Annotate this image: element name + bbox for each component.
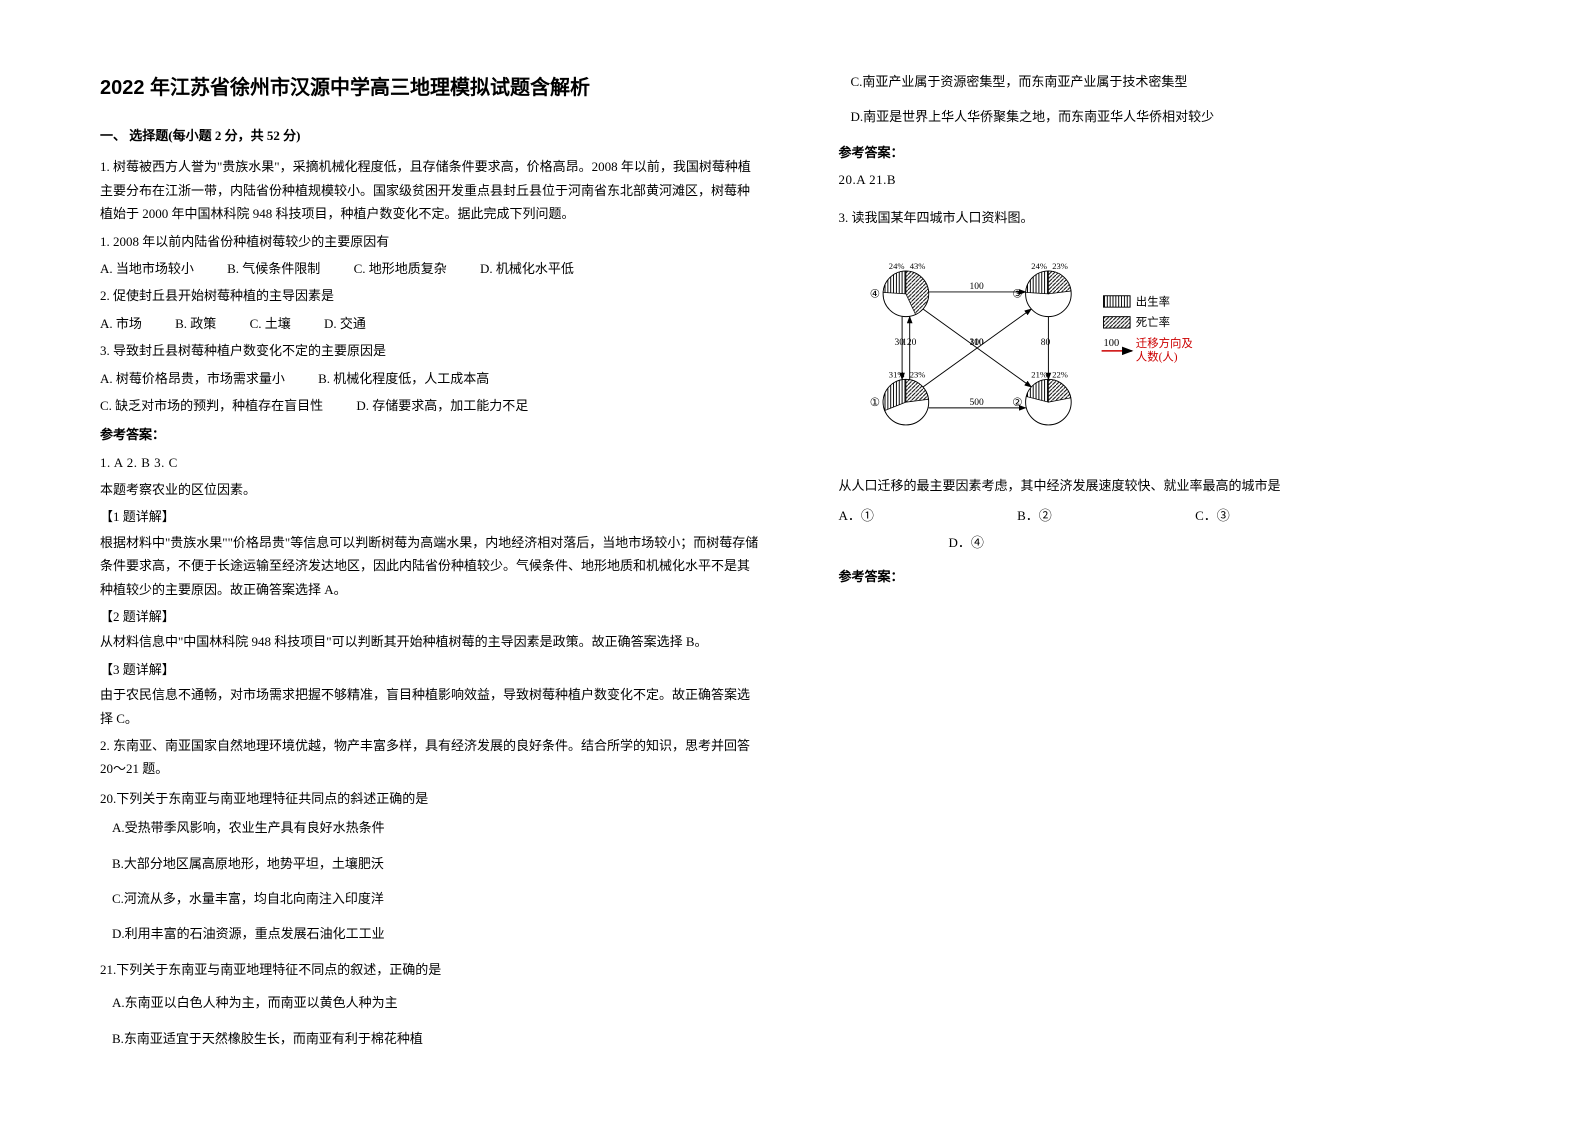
opt: D. 机械化水平低: [480, 257, 574, 280]
q1-answer-intro: 本题考察农业的区位因素。: [100, 478, 759, 501]
opt: B. 气候条件限制: [227, 257, 320, 280]
svg-text:③: ③: [1012, 289, 1022, 301]
legend-death: 死亡率: [1135, 315, 1169, 329]
svg-text:120: 120: [902, 338, 917, 348]
svg-text:80: 80: [1040, 338, 1050, 348]
q1-e1: 根据材料中"贵族水果""价格昂贵"等信息可以判断树莓为高端水果，内地经济相对落后…: [100, 531, 759, 601]
q1-e2-head: 【2 题详解】: [100, 605, 759, 628]
q2-stem: 2. 东南亚、南亚国家自然地理环境优越，物产丰富多样，具有经济发展的良好条件。结…: [100, 734, 759, 781]
svg-text:31%: 31%: [888, 369, 904, 379]
q1-sub1-opts: A. 当地市场较小 B. 气候条件限制 C. 地形地质复杂 D. 机械化水平低: [100, 257, 759, 280]
opt: C. 缺乏对市场的预判，种植存在盲目性: [100, 394, 323, 417]
opt: C．③: [1195, 504, 1230, 527]
opt: A．①: [839, 504, 874, 527]
q2-21-c: C.南亚产业属于资源密集型，而东南亚产业属于技术密集型: [851, 70, 1498, 93]
q2-20-c: C.河流从多，水量丰富，均自北向南注入印度洋: [112, 887, 759, 910]
svg-text:43%: 43%: [909, 261, 925, 271]
legend-flow-2: 人数(人): [1135, 349, 1177, 363]
svg-text:23%: 23%: [1052, 261, 1068, 271]
q2-20-b: B.大部分地区属高原地形，地势平坦，土壤肥沃: [112, 852, 759, 875]
svg-text:300: 300: [969, 338, 984, 348]
q3-stem: 3. 读我国某年四城市人口资料图。: [839, 206, 1498, 229]
q2-20-a: A.受热带季风影响，农业生产具有良好水热条件: [112, 816, 759, 839]
opt: B．②: [1017, 504, 1052, 527]
answer-label-3: 参考答案：: [839, 565, 1498, 588]
opt: A. 当地市场较小: [100, 257, 194, 280]
q1-sub3: 3. 导致封丘县树莓种植户数变化不定的主要原因是: [100, 339, 759, 362]
q2-sub20: 20.下列关于东南亚与南亚地理特征共同点的斜述正确的是: [100, 787, 759, 810]
q2-21-a: A.东南亚以白色人种为主，而南亚以黄色人种为主: [112, 991, 759, 1014]
q2-sub21: 21.下列关于东南亚与南亚地理特征不同点的叙述，正确的是: [100, 958, 759, 981]
svg-text:22%: 22%: [1052, 369, 1068, 379]
svg-text:④: ④: [869, 289, 879, 301]
opt: D. 存储要求高，加工能力不足: [356, 394, 528, 417]
answer-label-2: 参考答案：: [839, 141, 1498, 164]
q2-21-b: B.东南亚适宜于天然橡胶生长，而南亚有利于棉花种植: [112, 1027, 759, 1050]
svg-text:21%: 21%: [1031, 369, 1047, 379]
opt: C. 土壤: [250, 312, 291, 335]
q3-opts: A．① B．② C．③ D．④: [839, 504, 1498, 555]
opt: D. 交通: [324, 312, 366, 335]
q1-sub2: 2. 促使封丘县开始树莓种植的主导因素是: [100, 284, 759, 307]
q1-answer-line: 1. A 2. B 3. C: [100, 451, 759, 474]
opt: B. 政策: [175, 312, 216, 335]
opt: A. 树莓价格昂贵，市场需求量小: [100, 367, 285, 390]
q1-e3: 由于农民信息不通畅，对市场需求把握不够精准，盲目种植影响效益，导致树莓种植户数变…: [100, 683, 759, 730]
legend-flow-1: 迁移方向及: [1135, 336, 1192, 350]
q1-stem: 1. 树莓被西方人誉为"贵族水果"，采摘机械化程度低，且存储条件要求高，价格高昂…: [100, 155, 759, 225]
q1-sub3-opts: A. 树莓价格昂贵，市场需求量小 B. 机械化程度低，人工成本高: [100, 367, 759, 390]
q1-sub2-opts: A. 市场 B. 政策 C. 土壤 D. 交通: [100, 312, 759, 335]
q3-diagram: 1008030110500120300 31%23%①21%22%②24%23%…: [847, 243, 1227, 453]
q1-sub3-opts-2: C. 缺乏对市场的预判，种植存在盲目性 D. 存储要求高，加工能力不足: [100, 394, 759, 417]
svg-text:24%: 24%: [1031, 261, 1047, 271]
q1-e2: 从材料信息中"中国林科院 948 科技项目"可以判断其开始种植树莓的主导因素是政…: [100, 630, 759, 653]
svg-text:23%: 23%: [909, 369, 925, 379]
svg-text:100: 100: [969, 282, 984, 292]
q2-21-d: D.南亚是世界上华人华侨聚集之地，而东南亚华人华侨相对较少: [851, 105, 1498, 128]
q1-sub1: 1. 2008 年以前内陆省份种植树莓较少的主要原因有: [100, 230, 759, 253]
legend-arrow-num: 100: [1103, 338, 1119, 349]
opt: D．④: [949, 531, 984, 554]
opt: B. 机械化程度低，人工成本高: [318, 367, 489, 390]
q1-e3-head: 【3 题详解】: [100, 658, 759, 681]
opt: C. 地形地质复杂: [354, 257, 447, 280]
q1-e1-head: 【1 题详解】: [100, 505, 759, 528]
opt: A. 市场: [100, 312, 142, 335]
svg-text:②: ②: [1012, 397, 1022, 409]
q2-answer-line: 20.A 21.B: [839, 168, 1498, 191]
section-heading: 一、 选择题(每小题 2 分，共 52 分): [100, 124, 759, 147]
legend-birth: 出生率: [1135, 294, 1169, 308]
page-title: 2022 年江苏省徐州市汉源中学高三地理模拟试题含解析: [100, 70, 759, 106]
svg-text:①: ①: [869, 397, 879, 409]
q3-prompt: 从人口迁移的最主要因素考虑，其中经济发展速度较快、就业率最高的城市是: [839, 474, 1498, 497]
answer-label: 参考答案：: [100, 423, 759, 446]
svg-text:500: 500: [969, 398, 984, 408]
q2-20-d: D.利用丰富的石油资源，重点发展石油化工工业: [112, 922, 759, 945]
svg-text:24%: 24%: [888, 261, 904, 271]
